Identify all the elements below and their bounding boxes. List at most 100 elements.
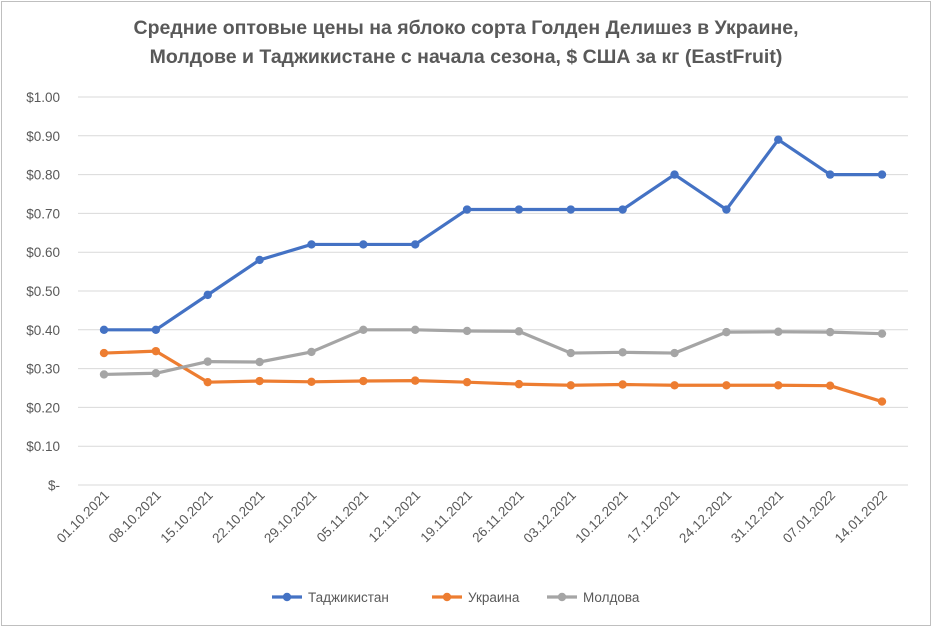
data-point	[618, 205, 627, 214]
data-point	[722, 381, 731, 390]
chart-title-line-1: Средние оптовые цены на яблоко сорта Гол…	[133, 17, 799, 39]
x-tick-label: 08.10.2021	[106, 488, 164, 546]
data-point	[151, 325, 161, 334]
data-point	[255, 357, 264, 367]
data-point	[307, 240, 316, 249]
y-tick-label: $0.70	[26, 206, 60, 221]
legend-label: Украина	[468, 590, 520, 605]
x-tick-label: 29.10.2021	[261, 488, 319, 546]
data-point	[99, 325, 109, 334]
data-point	[99, 348, 109, 358]
y-tick-label: $0.10	[26, 439, 60, 454]
legend-label: Молдова	[583, 590, 640, 605]
data-point	[462, 326, 472, 336]
x-tick-label: 05.11.2021	[314, 488, 372, 546]
data-point	[722, 205, 731, 214]
data-point	[877, 397, 887, 406]
series-group	[99, 135, 887, 406]
legend-swatch-marker	[442, 592, 452, 602]
legend-swatch-marker	[282, 592, 292, 602]
data-point	[203, 377, 212, 387]
data-point	[151, 369, 161, 378]
data-point	[670, 381, 679, 390]
data-point	[774, 327, 783, 336]
data-point	[825, 381, 835, 390]
data-point	[359, 240, 368, 249]
data-point	[203, 290, 212, 300]
series-2	[99, 325, 887, 379]
data-point	[722, 327, 731, 337]
data-point	[877, 329, 887, 338]
y-tick-label: $1.00	[26, 90, 60, 105]
data-point	[514, 205, 524, 214]
x-axis-ticks: 01.10.202108.10.202115.10.202122.10.2021…	[54, 488, 890, 546]
data-point	[203, 357, 212, 366]
data-point	[359, 325, 368, 334]
y-tick-label: $0.40	[26, 323, 60, 338]
y-tick-label: $0.60	[26, 245, 60, 260]
x-tick-label: 14.01.2022	[832, 488, 890, 546]
series-0	[99, 135, 887, 334]
x-tick-label: 22.10.2021	[209, 488, 267, 546]
legend-entry-2: Молдова	[547, 590, 640, 605]
x-tick-label: 07.01.2022	[780, 488, 838, 546]
x-tick-label: 31.12.2021	[728, 488, 786, 546]
data-point	[462, 377, 472, 387]
data-point	[825, 170, 835, 179]
series-line	[104, 138, 882, 332]
data-point	[462, 205, 472, 214]
data-point	[514, 379, 524, 389]
data-point	[670, 348, 679, 358]
y-tick-label: $0.20	[26, 400, 60, 415]
x-tick-label: 15.10.2021	[157, 488, 215, 546]
data-point	[825, 327, 835, 337]
y-tick-label: $0.30	[26, 362, 60, 377]
legend-entry-1: Украина	[432, 590, 520, 605]
data-point	[618, 380, 627, 389]
series-line	[103, 349, 883, 404]
data-point	[566, 348, 575, 358]
data-point	[307, 377, 316, 386]
x-tick-label: 12.11.2021	[366, 488, 424, 546]
series-1	[99, 346, 887, 406]
y-tick-label: $0.50	[26, 284, 60, 299]
data-point	[151, 346, 161, 356]
legend: Таджикистан Украина Молдова	[272, 590, 640, 605]
data-point	[618, 348, 627, 357]
x-tick-label: 26.11.2021	[469, 488, 527, 546]
data-point	[566, 205, 575, 214]
data-point	[877, 170, 887, 179]
data-point	[255, 376, 264, 386]
data-point	[566, 381, 575, 390]
series-line	[103, 328, 883, 377]
data-point	[774, 381, 783, 390]
chart-title-line-2: Молдове и Таджикистане с начала сезона, …	[149, 46, 783, 68]
data-point	[307, 347, 316, 357]
data-point	[411, 240, 420, 249]
y-tick-label: $0.90	[26, 129, 60, 144]
x-tick-label: 19.11.2021	[418, 488, 476, 546]
y-tick-label: $-	[48, 478, 60, 493]
data-point	[411, 376, 420, 385]
x-tick-label: 03.12.2021	[521, 488, 579, 546]
x-tick-label: 01.10.2021	[54, 488, 112, 546]
x-tick-label: 24.12.2021	[676, 488, 734, 546]
legend-swatch-marker	[557, 592, 567, 602]
y-tick-label: $0.80	[26, 168, 60, 183]
x-tick-label: 17.12.2021	[624, 488, 682, 546]
data-point	[411, 325, 420, 334]
legend-entry-0: Таджикистан	[272, 590, 389, 605]
y-axis-ticks: $1.00 $0.90 $0.80 $0.70 $0.60 $0.50 $0.40 $0.30…	[26, 90, 60, 493]
x-tick-label: 10.12.2021	[572, 488, 630, 546]
data-point	[670, 170, 679, 179]
chart-title: Средние оптовые цены на яблоко сорта Гол…	[0, 14, 932, 72]
data-point	[255, 255, 264, 265]
gridlines	[78, 96, 908, 486]
data-point	[514, 327, 524, 336]
data-point	[99, 370, 109, 379]
data-point	[359, 376, 368, 386]
data-point	[774, 135, 783, 144]
legend-label: Таджикистан	[308, 590, 389, 605]
